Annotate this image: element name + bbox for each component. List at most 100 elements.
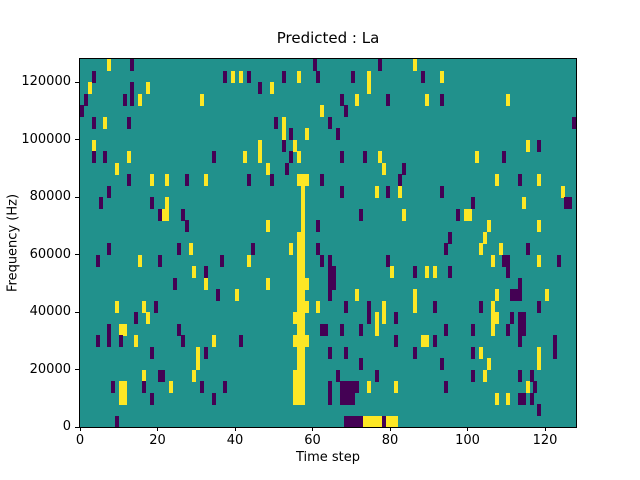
- heatmap-cell: [479, 300, 484, 313]
- heatmap-cell: [300, 392, 305, 405]
- heatmap-cell: [328, 289, 332, 301]
- heatmap-cell: [269, 82, 274, 94]
- heatmap-cell: [382, 300, 387, 313]
- heatmap-cell: [316, 70, 321, 83]
- heatmap-cell: [448, 231, 453, 244]
- heatmap-cell: [293, 381, 298, 393]
- heatmap-cell: [122, 93, 127, 106]
- heatmap-cell: [494, 174, 499, 186]
- heatmap-cell: [525, 381, 530, 393]
- heatmap-cell: [471, 369, 476, 382]
- heatmap-cell: [211, 151, 216, 163]
- heatmap-cell: [161, 208, 166, 221]
- heatmap-cell: [382, 312, 387, 324]
- heatmap-cell: [374, 369, 379, 382]
- heatmap-cell: [200, 93, 205, 106]
- x-tick-label: 60: [304, 433, 321, 448]
- heatmap-cell: [114, 162, 119, 175]
- heatmap-cell: [180, 208, 185, 221]
- heatmap-cell: [300, 208, 305, 221]
- heatmap-cell: [111, 381, 115, 393]
- x-tick-mark: [234, 427, 236, 431]
- heatmap-cell: [374, 323, 379, 336]
- heatmap-cell: [114, 300, 119, 313]
- heatmap-cell: [134, 335, 139, 347]
- heatmap-cell: [91, 139, 96, 152]
- heatmap-cell: [142, 381, 146, 393]
- heatmap-cell: [157, 369, 162, 382]
- heatmap-cell: [196, 358, 201, 370]
- heatmap-cell: [359, 358, 363, 370]
- heatmap-cell: [413, 346, 418, 359]
- heatmap-cell: [293, 335, 298, 347]
- heatmap-cell: [126, 174, 131, 186]
- heatmap-cell: [258, 139, 263, 152]
- heatmap-cell: [339, 93, 344, 106]
- heatmap-cell: [300, 323, 305, 336]
- heatmap-cell: [304, 128, 309, 140]
- heatmap-cell: [421, 335, 425, 347]
- heatmap-cell: [521, 323, 526, 336]
- heatmap-cell: [297, 231, 301, 244]
- heatmap-cell: [529, 392, 534, 405]
- heatmap-cell: [378, 415, 383, 427]
- heatmap-cell: [471, 346, 476, 359]
- heatmap-cell: [320, 105, 325, 117]
- heatmap-cell: [258, 82, 263, 94]
- heatmap-cell: [355, 415, 360, 427]
- heatmap-cell: [424, 266, 429, 278]
- heatmap-cell: [266, 277, 270, 290]
- heatmap-cell: [486, 220, 491, 232]
- heatmap-cell: [413, 266, 418, 278]
- heatmap-cell: [374, 185, 379, 198]
- heatmap-cell: [204, 174, 208, 186]
- heatmap-cell: [235, 289, 239, 301]
- heatmap-cell: [386, 185, 391, 198]
- heatmap-cell: [134, 312, 139, 324]
- heatmap-cell: [401, 208, 406, 221]
- heatmap-cell: [157, 208, 162, 221]
- heatmap-cell: [335, 369, 340, 382]
- heatmap-cell: [320, 254, 325, 267]
- heatmap-cell: [374, 415, 379, 427]
- heatmap-cell: [537, 404, 542, 416]
- heatmap-cell: [393, 335, 398, 347]
- x-tick-mark: [312, 427, 313, 431]
- heatmap-cell: [343, 105, 348, 117]
- x-tick-label: 20: [149, 433, 166, 448]
- heatmap-cell: [91, 116, 96, 129]
- heatmap-cell: [339, 185, 344, 198]
- heatmap-cell: [300, 220, 305, 232]
- heatmap-cell: [413, 289, 418, 301]
- heatmap-cell: [142, 369, 146, 382]
- heatmap-cell: [300, 289, 305, 301]
- heatmap-cell: [176, 243, 181, 255]
- heatmap-cell: [238, 335, 243, 347]
- heatmap-cell: [91, 151, 96, 163]
- heatmap-cell: [490, 254, 495, 267]
- heatmap-cell: [343, 392, 348, 405]
- heatmap-cell: [328, 266, 332, 278]
- heatmap-cell: [320, 174, 325, 186]
- heatmap-cell: [560, 185, 565, 198]
- heatmap-cell: [149, 392, 154, 405]
- heatmap-cell: [397, 174, 402, 186]
- heatmap-cell: [293, 392, 298, 405]
- x-tick-label: 40: [226, 433, 244, 448]
- heatmap-cell: [266, 162, 270, 175]
- heatmap-cell: [529, 369, 534, 382]
- heatmap-cell: [103, 151, 108, 163]
- heatmap-cell: [517, 335, 522, 347]
- heatmap-cell: [347, 415, 352, 427]
- heatmap-cell: [118, 323, 123, 336]
- heatmap-cell: [165, 197, 170, 209]
- heatmap-cell: [556, 254, 561, 267]
- heatmap-cell: [424, 335, 429, 347]
- heatmap-cell: [176, 323, 181, 336]
- heatmap-cell: [486, 358, 491, 370]
- heatmap-cell: [293, 369, 298, 382]
- heatmap-cell: [517, 369, 522, 382]
- heatmap-cell: [107, 323, 112, 336]
- heatmap-cell: [421, 70, 425, 83]
- heatmap-cell: [328, 346, 332, 359]
